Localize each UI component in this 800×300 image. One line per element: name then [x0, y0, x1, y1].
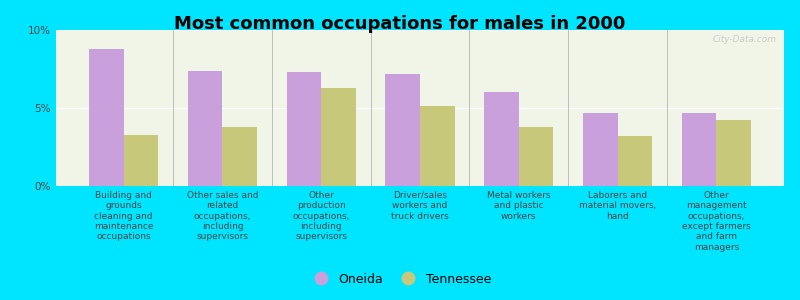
- Bar: [618, 136, 652, 186]
- Bar: [322, 88, 356, 186]
- Bar: [188, 70, 222, 186]
- Bar: [518, 127, 554, 186]
- Bar: [583, 113, 618, 186]
- Bar: [682, 113, 716, 186]
- Legend: Oneida, Tennessee: Oneida, Tennessee: [304, 268, 496, 291]
- Text: City-Data.com: City-Data.com: [713, 35, 777, 44]
- Bar: [420, 106, 454, 186]
- Bar: [716, 121, 751, 186]
- Bar: [222, 127, 257, 186]
- Text: Most common occupations for males in 2000: Most common occupations for males in 200…: [174, 15, 626, 33]
- Bar: [484, 92, 518, 186]
- Bar: [124, 134, 158, 186]
- Bar: [386, 74, 420, 186]
- Bar: [89, 49, 124, 186]
- Bar: [286, 72, 322, 186]
